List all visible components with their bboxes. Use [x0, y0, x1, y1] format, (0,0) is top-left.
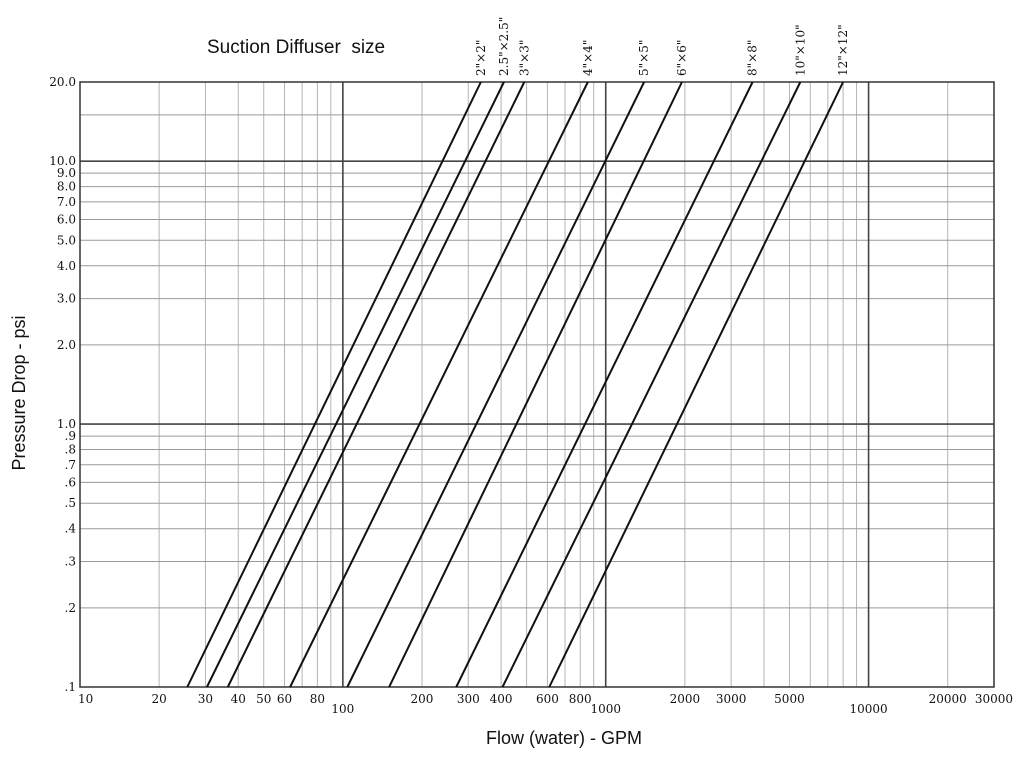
y-tick-label: 7.0: [57, 195, 76, 209]
x-tick-label: 600: [536, 692, 559, 706]
series-label-9: 12"×12": [836, 24, 850, 76]
x-tick-label: 200: [411, 692, 434, 706]
series-label-2: 2.5"×2.5": [497, 17, 511, 76]
y-tick-label: .3: [65, 555, 76, 569]
series-line-9: [548, 81, 845, 688]
y-tick-label: .7: [65, 458, 76, 472]
y-tick-label: .4: [65, 522, 77, 536]
y-tick-label: 3.0: [57, 292, 76, 306]
y-tick-label: 20.0: [49, 75, 76, 89]
y-tick-label: .9: [65, 429, 76, 443]
y-tick-label: .8: [65, 443, 76, 457]
major-gridlines: [80, 82, 994, 687]
x-tick-label: 300: [457, 692, 480, 706]
y-tick-label: 2.0: [57, 338, 76, 352]
y-tick-label: 10.0: [49, 154, 76, 168]
series-label-1: 2"×2": [474, 40, 488, 76]
series-labels: 2"×2" 2.5"×2.5" 3"×3" 4"×4" 5"×5" 6"×6" 8"×8" 1…: [474, 17, 850, 76]
y-tick-label: 8.0: [57, 180, 76, 194]
y-tick-label: .2: [65, 601, 76, 615]
x-tick-label: 50: [256, 692, 271, 706]
y-axis-label: Pressure Drop - psi: [9, 315, 29, 470]
series-label-8: 10"×10": [793, 24, 807, 76]
x-tick-label: 5000: [774, 692, 805, 706]
x-tick-label: 2000: [670, 692, 701, 706]
minor-y-gridlines: [80, 114, 994, 609]
series-label-3: 3"×3": [517, 40, 531, 76]
x-tick-label: 800: [569, 692, 592, 706]
x-tick-label: 30000: [975, 692, 1013, 706]
series-line-4: [289, 81, 589, 688]
series-line-3: [226, 81, 526, 688]
x-tick-label: 100: [331, 702, 354, 716]
series-label-5: 5"×5": [637, 40, 651, 76]
y-tick-label: 6.0: [57, 212, 76, 226]
series-line-1: [186, 81, 482, 688]
y-tick-label: 5.0: [57, 233, 76, 247]
x-tick-label: 3000: [716, 692, 747, 706]
series-line-7: [455, 81, 754, 688]
series-label-4: 4"×4": [581, 40, 595, 76]
x-tick-label: 20: [151, 692, 166, 706]
x-tick-label: 60: [277, 692, 292, 706]
y-tick-labels: 20.0 10.09.08.07.0 6.0 5.0 4.0 3.0 2.0 1.0.9.8.…: [49, 75, 76, 694]
series-line-6: [388, 81, 683, 688]
series-line-5: [346, 81, 646, 688]
series-label-6: 6"×6": [675, 40, 689, 76]
x-axis-label: Flow (water) - GPM: [486, 728, 642, 748]
y-tick-label: .6: [65, 475, 76, 489]
series-line-2: [206, 81, 505, 688]
series-line-8: [501, 81, 802, 688]
minor-x-gridlines: [158, 82, 949, 687]
y-tick-label: .1: [65, 680, 76, 694]
x-tick-label: 30: [198, 692, 213, 706]
chart-title: Suction Diffuser size: [207, 37, 385, 58]
series-lines: [186, 81, 845, 688]
x-tick-label: 10: [78, 692, 93, 706]
x-tick-label: 20000: [929, 692, 967, 706]
y-tick-label: 4.0: [57, 259, 76, 273]
x-tick-label: 1000: [590, 702, 621, 716]
y-tick-label: 1.0: [57, 417, 76, 431]
series-label-7: 8"×8": [746, 40, 760, 76]
x-tick-label: 10000: [849, 702, 887, 716]
plot-frame: [79, 81, 995, 688]
x-tick-label: 400: [490, 692, 513, 706]
y-tick-label: 9.0: [57, 166, 76, 180]
x-tick-label: 80: [310, 692, 325, 706]
x-tick-label: 40: [231, 692, 246, 706]
y-tick-label: .5: [65, 496, 76, 510]
